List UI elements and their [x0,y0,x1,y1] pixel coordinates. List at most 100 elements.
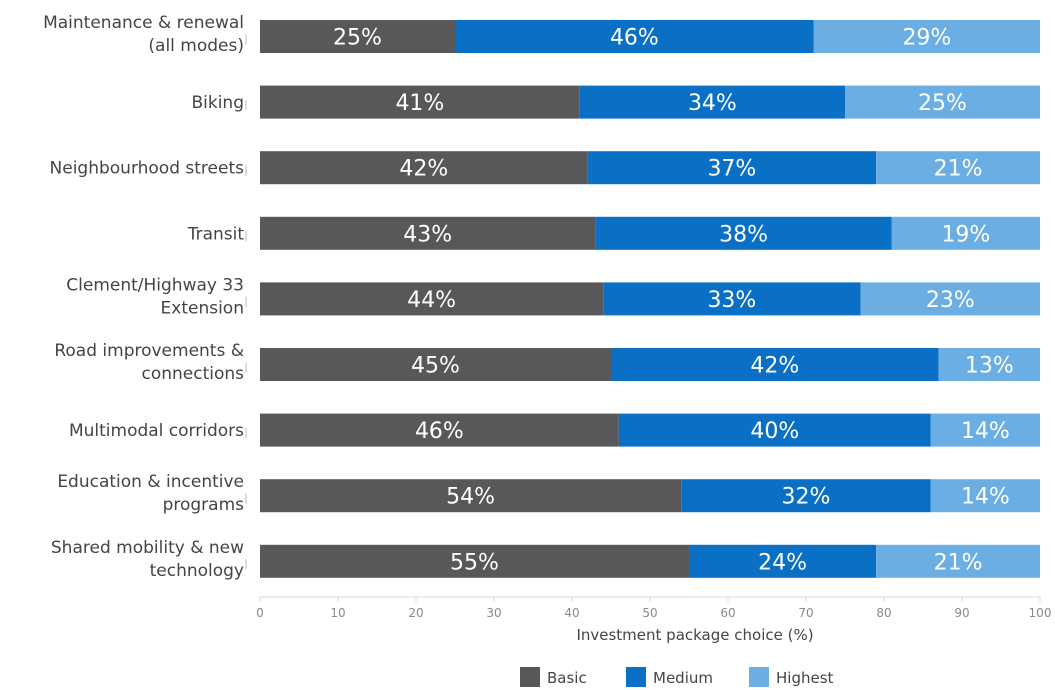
x-tick-label: 80 [876,606,891,620]
category-label-line: Clement/Highway 33 [66,275,244,295]
category-label: Clement/Highway 33 Extension [66,275,244,318]
category-label-line: Shared mobility & new [51,538,244,558]
category-label-line: (all modes) [148,36,244,56]
value-label-medium: 40% [750,419,799,444]
bar-medium [587,151,877,185]
x-tick-label: 0 [256,606,264,620]
bar-medium [603,282,861,316]
bar-medium [455,20,814,53]
bar-basic [260,348,611,381]
bar-highest [876,151,1040,185]
category-label-line: technology [150,561,244,581]
bar-highest [860,282,1040,316]
value-label-medium: 42% [750,354,799,379]
category-label-line: Road improvements & [54,341,244,361]
bar-medium [611,348,939,381]
value-label-highest: 13% [965,354,1014,379]
legend: Basic Medium Highest [520,667,834,687]
value-label-basic: 45% [411,354,460,379]
bar-highest [930,479,1040,513]
value-label-medium: 46% [610,26,659,51]
value-label-basic: 43% [403,222,452,247]
value-label-highest: 14% [961,419,1010,444]
legend-label-basic: Basic [547,669,587,687]
category-label-line: Education & incentive [57,472,244,492]
bar-highest [930,413,1040,447]
category-label: Transit [187,224,245,244]
x-tick-label: 100 [1029,606,1052,620]
category-label-line: Neighbourhood streets [50,159,245,179]
category-label: Multimodal corridors [69,421,244,441]
category-label-line: Extension [161,298,244,318]
x-tick-label: 40 [564,606,579,620]
bar-highest [813,20,1040,53]
category-labels: Maintenance & renewal (all modes) Biking Ne… [43,13,247,581]
value-label-highest: 21% [934,550,983,575]
category-label: Shared mobility & new technology [51,538,244,581]
bar-basic [260,413,619,447]
bar-basic [260,85,580,119]
bar-medium [689,544,877,578]
category-label: Biking [191,93,244,113]
bars [260,20,1040,578]
x-tick-label: 70 [798,606,813,620]
value-label-basic: 41% [395,91,444,116]
value-label-medium: 32% [782,485,831,510]
x-axis-title: Investment package choice (%) [576,626,813,644]
value-label-basic: 46% [415,419,464,444]
category-label-line: Maintenance & renewal [43,13,244,33]
x-tick-label: 50 [642,606,657,620]
x-tick-label: 10 [330,606,345,620]
value-label-highest: 14% [961,485,1010,510]
category-label-line: Biking [191,93,244,113]
value-label-medium: 33% [707,288,756,313]
category-label-line: programs [163,495,245,515]
value-label-medium: 34% [688,91,737,116]
category-label-line: connections [141,364,244,384]
bar-basic [260,544,689,578]
legend-swatch-medium [626,667,646,687]
x-tick-label: 90 [954,606,969,620]
legend-swatch-basic [520,667,540,687]
bar-basic [260,479,682,513]
bar-highest [876,544,1040,578]
x-tick-label: 30 [486,606,501,620]
bar-medium [595,216,892,250]
category-label: Road improvements & connections [54,341,244,384]
x-tick-label: 60 [720,606,735,620]
bar-highest [938,348,1040,381]
value-label-basic: 44% [407,288,456,313]
value-label-medium: 37% [707,157,756,182]
x-tick-label: 20 [408,606,423,620]
x-axis-ticks: 0 10 20 30 40 50 60 70 80 90 100 [256,597,1051,620]
bar-basic [260,282,604,316]
category-label: Education & incentive programs [57,472,244,515]
bar-medium [618,413,931,447]
category-label-line: Transit [187,224,245,244]
bar-medium [681,479,931,513]
bar-basic [260,151,588,185]
value-label-basic: 54% [446,485,495,510]
bar-highest [891,216,1040,250]
category-label: Maintenance & renewal (all modes) [43,13,244,56]
legend-label-medium: Medium [653,669,713,687]
bar-basic [260,216,596,250]
bar-medium [579,85,845,119]
value-label-basic: 55% [450,550,499,575]
value-labels: 25% 46% 29% 41% 34% 25% 42% 37% 21% 43% 38% 19% 44% 3… [333,26,1014,576]
value-label-highest: 29% [902,26,951,51]
value-label-highest: 21% [934,157,983,182]
value-label-highest: 25% [918,91,967,116]
bar-basic [260,20,455,53]
value-label-medium: 38% [719,222,768,247]
value-label-basic: 25% [333,26,382,51]
bar-highest [845,85,1040,119]
value-label-highest: 23% [926,288,975,313]
value-label-basic: 42% [399,157,448,182]
legend-label-highest: Highest [776,669,834,687]
value-label-highest: 19% [941,222,990,247]
category-label: Neighbourhood streets [50,159,245,179]
value-label-medium: 24% [758,550,807,575]
category-label-line: Multimodal corridors [69,421,244,441]
